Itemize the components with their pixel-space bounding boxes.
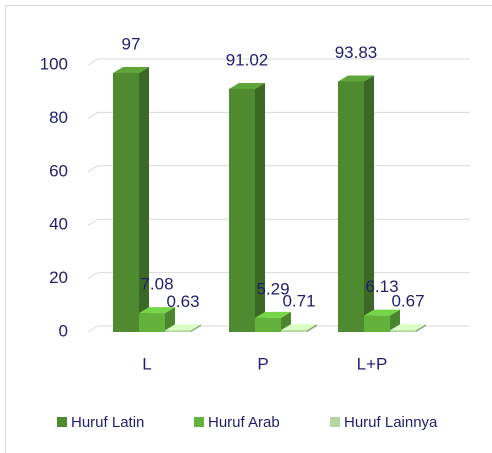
data-label: 93.83 <box>335 43 378 62</box>
y-tick-label: 0 <box>59 321 68 340</box>
data-label: 0.71 <box>282 292 315 311</box>
grid-line <box>87 58 470 66</box>
bar-side <box>139 67 149 332</box>
bar-top <box>338 75 374 82</box>
bar-side <box>364 75 374 332</box>
x-tick-label: L <box>142 354 151 373</box>
bar-top <box>229 82 265 89</box>
chart-frame <box>5 5 492 453</box>
data-label: 0.63 <box>166 292 199 311</box>
bar-top <box>390 324 426 331</box>
bar-top <box>113 67 149 74</box>
legend-swatch <box>57 417 67 427</box>
bar-top <box>364 309 400 316</box>
bar <box>255 317 281 332</box>
bar <box>165 330 191 332</box>
bar-side <box>307 324 317 332</box>
data-label: 97 <box>122 34 141 53</box>
legend-label: Huruf Arab <box>208 414 280 431</box>
bar-side <box>191 324 201 332</box>
legend-swatch <box>330 417 340 427</box>
data-label: 5.29 <box>256 279 289 298</box>
y-tick-label: 60 <box>49 161 68 180</box>
bar-top <box>139 307 175 314</box>
bar <box>113 73 139 332</box>
bar-side <box>255 82 265 333</box>
bar <box>338 81 364 332</box>
bar-side <box>416 324 426 332</box>
x-tick-label: P <box>257 354 268 373</box>
bar <box>364 315 390 332</box>
data-label: 91.02 <box>226 50 269 69</box>
y-tick-label: 20 <box>49 268 68 287</box>
legend-label: Huruf Latin <box>71 414 144 431</box>
bar-side <box>165 307 175 332</box>
bar <box>229 88 255 333</box>
x-tick-label: L+P <box>357 354 388 373</box>
legend-label: Huruf Lainnya <box>344 414 438 431</box>
bar-top <box>281 324 317 331</box>
data-label: 0.67 <box>391 292 424 311</box>
y-tick-label: 40 <box>49 215 68 234</box>
bar-top <box>165 324 201 331</box>
legend-swatch <box>194 417 204 427</box>
bar <box>390 330 416 332</box>
bar <box>281 330 307 332</box>
data-label: 6.13 <box>365 277 398 296</box>
bar <box>139 313 165 332</box>
data-label: 7.08 <box>140 275 173 294</box>
y-tick-label: 80 <box>49 108 68 127</box>
bar-top <box>255 311 291 318</box>
y-tick-label: 100 <box>40 54 68 73</box>
